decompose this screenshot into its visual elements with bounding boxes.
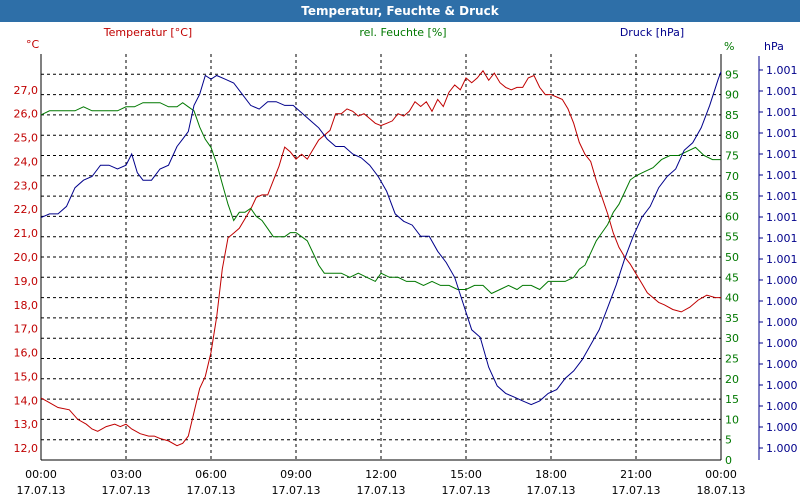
temperature-tick: 16,0 bbox=[14, 347, 39, 360]
humidity-unit-label: % bbox=[724, 40, 734, 53]
humidity-tick: 55 bbox=[725, 231, 739, 244]
humidity-tick: 35 bbox=[725, 312, 739, 325]
pressure-tick: 1.000 bbox=[766, 379, 798, 392]
x-tick-time: 09:00 bbox=[280, 468, 312, 481]
pressure-tick: 1.000 bbox=[766, 358, 798, 371]
humidity-tick: 45 bbox=[725, 271, 739, 284]
x-tick-time: 12:00 bbox=[365, 468, 397, 481]
temperature-tick: 19,0 bbox=[14, 275, 39, 288]
pressure-tick: 1.001 bbox=[766, 106, 798, 119]
pressure-tick: 1.000 bbox=[766, 421, 798, 434]
window-title: Temperatur, Feuchte & Druck bbox=[0, 0, 800, 22]
pressure-tick: 1.001 bbox=[766, 232, 798, 245]
temperature-axis-title: Temperatur [°C] bbox=[103, 26, 192, 39]
temperature-tick: 18,0 bbox=[14, 299, 39, 312]
humidity-tick: 95 bbox=[725, 68, 739, 81]
humidity-tick: 90 bbox=[725, 89, 739, 102]
x-tick-date: 17.07.13 bbox=[102, 484, 151, 497]
humidity-tick: 80 bbox=[725, 129, 739, 142]
series-pressure-line bbox=[40, 71, 722, 406]
x-tick-time: 00:00 bbox=[25, 468, 57, 481]
temperature-tick: 21,0 bbox=[14, 227, 39, 240]
pressure-tick: 1.000 bbox=[766, 295, 798, 308]
x-tick-date: 17.07.13 bbox=[187, 484, 236, 497]
pressure-unit-label: hPa bbox=[764, 40, 784, 53]
x-tick-time: 21:00 bbox=[620, 468, 652, 481]
ticks: 00:00 17.07.13 03:00 17.07.13 06:00 17.07.13 0… bbox=[14, 56, 798, 497]
humidity-tick: 0 bbox=[725, 454, 732, 467]
pressure-tick: 1.001 bbox=[766, 253, 798, 266]
temperature-tick: 15,0 bbox=[14, 370, 39, 383]
x-tick-time: 15:00 bbox=[450, 468, 482, 481]
x-tick-date: 17.07.13 bbox=[272, 484, 321, 497]
pressure-tick: 1.000 bbox=[766, 316, 798, 329]
humidity-tick: 5 bbox=[725, 434, 732, 447]
pressure-tick: 1.001 bbox=[766, 127, 798, 140]
series bbox=[40, 69, 722, 447]
pressure-axis-title: Druck [hPa] bbox=[620, 26, 684, 39]
temperature-unit-label: °C bbox=[26, 38, 40, 51]
grid bbox=[40, 54, 722, 461]
temperature-tick: 26,0 bbox=[14, 108, 39, 121]
temperature-tick: 12,0 bbox=[14, 442, 39, 455]
temperature-tick: 20,0 bbox=[14, 251, 39, 264]
x-tick-time: 03:00 bbox=[110, 468, 142, 481]
series-humidity-line bbox=[40, 102, 721, 295]
humidity-tick: 40 bbox=[725, 292, 739, 305]
pressure-tick: 1.001 bbox=[766, 64, 798, 77]
x-tick-time: 18:00 bbox=[535, 468, 567, 481]
humidity-tick: 65 bbox=[725, 190, 739, 203]
temperature-tick: 25,0 bbox=[14, 132, 39, 145]
humidity-tick: 15 bbox=[725, 393, 739, 406]
humidity-axis-title: rel. Feuchte [%] bbox=[359, 26, 446, 39]
x-tick-time: 00:00 bbox=[705, 468, 737, 481]
humidity-tick: 50 bbox=[725, 251, 739, 264]
humidity-tick: 30 bbox=[725, 332, 739, 345]
x-tick-date: 17.07.13 bbox=[442, 484, 491, 497]
pressure-tick: 1.000 bbox=[766, 337, 798, 350]
temperature-tick: 24,0 bbox=[14, 155, 39, 168]
temperature-tick: 13,0 bbox=[14, 418, 39, 431]
x-tick-date: 18.07.13 bbox=[697, 484, 746, 497]
x-tick-date: 17.07.13 bbox=[527, 484, 576, 497]
humidity-tick: 20 bbox=[725, 373, 739, 386]
x-tick-date: 17.07.13 bbox=[612, 484, 661, 497]
temperature-tick: 14,0 bbox=[14, 394, 39, 407]
temperature-tick: 23,0 bbox=[14, 179, 39, 192]
temperature-tick: 17,0 bbox=[14, 323, 39, 336]
axis-labels: °C Temperatur [°C] rel. Feuchte [%] % Dr… bbox=[26, 26, 784, 53]
pressure-tick: 1.001 bbox=[766, 169, 798, 182]
humidity-tick: 10 bbox=[725, 413, 739, 426]
humidity-tick: 70 bbox=[725, 170, 739, 183]
pressure-tick: 1.000 bbox=[766, 274, 798, 287]
series-temperature-line bbox=[40, 69, 721, 447]
pressure-tick: 1.001 bbox=[766, 211, 798, 224]
pressure-tick: 1.001 bbox=[766, 190, 798, 203]
humidity-tick: 75 bbox=[725, 150, 739, 163]
humidity-tick: 25 bbox=[725, 353, 739, 366]
pressure-tick: 1.000 bbox=[766, 400, 798, 413]
humidity-tick: 85 bbox=[725, 109, 739, 122]
x-tick-time: 06:00 bbox=[195, 468, 227, 481]
x-tick-date: 17.07.13 bbox=[17, 484, 66, 497]
temperature-tick: 27,0 bbox=[14, 84, 39, 97]
pressure-tick: 1.001 bbox=[766, 85, 798, 98]
x-tick-date: 17.07.13 bbox=[357, 484, 406, 497]
pressure-tick: 1.000 bbox=[766, 442, 798, 455]
temperature-tick: 22,0 bbox=[14, 203, 39, 216]
humidity-tick: 60 bbox=[725, 210, 739, 223]
pressure-tick: 1.001 bbox=[766, 148, 798, 161]
